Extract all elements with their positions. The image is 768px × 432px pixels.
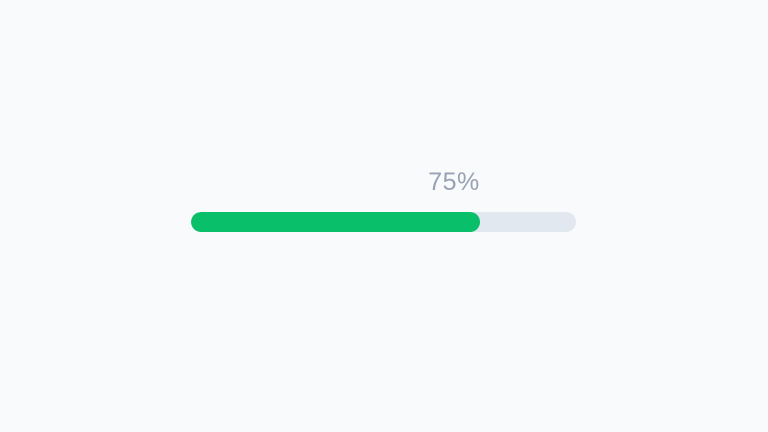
progress-label-row: 75%	[191, 168, 480, 196]
progress-widget: 75%	[191, 168, 576, 232]
progress-bar-fill	[191, 212, 480, 232]
progress-percentage-label: 75%	[428, 168, 480, 196]
progress-bar-track	[191, 212, 576, 232]
